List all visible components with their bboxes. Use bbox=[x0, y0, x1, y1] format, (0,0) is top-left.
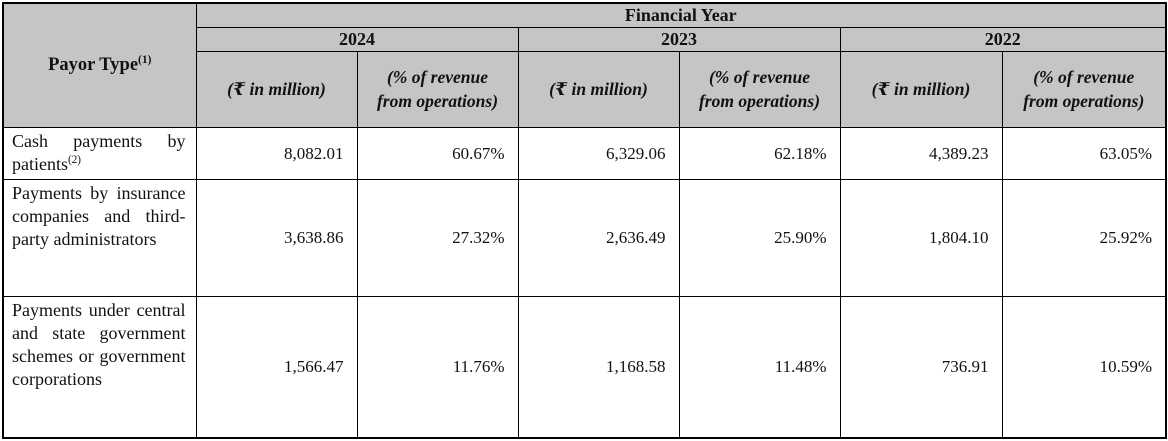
amount-cell-2022: 1,804.10 bbox=[839, 179, 1003, 297]
payor-footnote-marker: (2) bbox=[68, 154, 82, 167]
percent-cell-2024: 60.67% bbox=[356, 127, 519, 180]
percent-cell-2024: 11.76% bbox=[356, 296, 519, 438]
percent-cell-2023: 25.90% bbox=[678, 179, 841, 297]
amount-cell-2023: 2,636.49 bbox=[517, 179, 680, 297]
amount-cell-2024: 3,638.86 bbox=[195, 179, 358, 297]
payor-label: Payments under central and state governm… bbox=[12, 300, 186, 390]
payor-label-cell: Payments under central and state governm… bbox=[2, 296, 197, 438]
amount-cell-2022: 4,389.23 bbox=[839, 127, 1003, 180]
percent-cell-2023: 62.18% bbox=[678, 127, 841, 180]
payor-label-cell: Cash payments by patients(2) bbox=[2, 127, 197, 180]
subheader-amount-2024: (₹ in million) bbox=[195, 51, 358, 128]
payor-type-footnote-marker: (1) bbox=[138, 53, 152, 66]
percent-cell-2022: 25.92% bbox=[1001, 179, 1167, 297]
year-header-2024: 2024 bbox=[195, 27, 519, 52]
year-header-2023: 2023 bbox=[517, 27, 841, 52]
payor-label-cell: Payments by insurance companies and thir… bbox=[2, 179, 197, 297]
subheader-percent-2024: (% of revenue from operations) bbox=[356, 51, 519, 128]
percent-cell-2024: 27.32% bbox=[356, 179, 519, 297]
year-header-2022: 2022 bbox=[839, 27, 1167, 52]
amount-cell-2024: 8,082.01 bbox=[195, 127, 358, 180]
amount-cell-2024: 1,566.47 bbox=[195, 296, 358, 438]
amount-cell-2022: 736.91 bbox=[839, 296, 1003, 438]
table-row-insurance-payments: Payments by insurance companies and thir… bbox=[2, 179, 1167, 297]
header-row-years: 2024 2023 2022 bbox=[3, 27, 1167, 52]
subheader-amount-2023: (₹ in million) bbox=[517, 51, 680, 128]
table-row-cash-payments: Cash payments by patients(2) 8,082.01 60… bbox=[2, 127, 1167, 180]
table-row-government-payments: Payments under central and state governm… bbox=[2, 296, 1167, 438]
header-row-subheaders: (₹ in million) (% of revenue from operat… bbox=[3, 51, 1167, 128]
payor-type-header-cell: Payor Type(1) bbox=[2, 2, 197, 128]
subheader-percent-2022: (% of revenue from operations) bbox=[1001, 51, 1167, 128]
header-row-financial-year: Payor Type(1) Financial Year bbox=[2, 2, 1167, 128]
percent-cell-2022: 10.59% bbox=[1001, 296, 1167, 438]
percent-cell-2022: 63.05% bbox=[1001, 127, 1167, 180]
financial-year-header-cell: Financial Year bbox=[195, 2, 1167, 28]
payor-label: Payments by insurance companies and thir… bbox=[12, 183, 186, 250]
amount-cell-2023: 1,168.58 bbox=[517, 296, 680, 438]
subheader-amount-2022: (₹ in million) bbox=[839, 51, 1003, 128]
subheader-percent-2023: (% of revenue from operations) bbox=[678, 51, 841, 128]
payor-label: Cash payments by patients bbox=[12, 131, 186, 175]
percent-cell-2023: 11.48% bbox=[678, 296, 841, 438]
payor-type-header-label: Payor Type bbox=[48, 55, 139, 75]
amount-cell-2023: 6,329.06 bbox=[517, 127, 680, 180]
